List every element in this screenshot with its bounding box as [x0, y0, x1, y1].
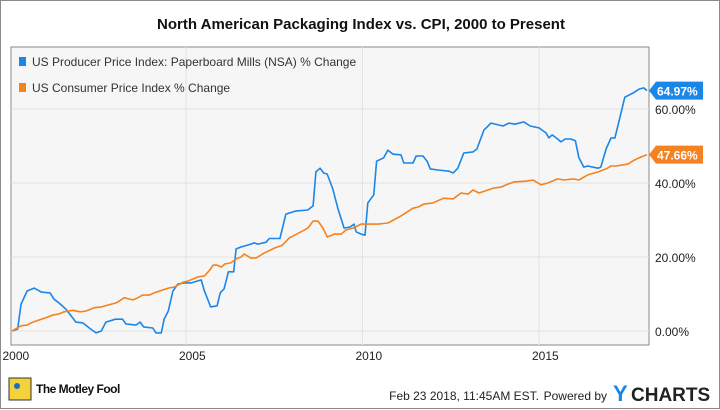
legend-swatch-ppi	[19, 57, 26, 66]
x-axis-ticks: 2000 2005 2010 2015	[3, 349, 560, 363]
legend-label-ppi: US Producer Price Index: Paperboard Mill…	[32, 55, 356, 69]
x-tick-label: 2005	[179, 349, 206, 363]
jester-eye-icon	[14, 383, 20, 389]
x-tick-label: 2000	[3, 349, 30, 363]
legend-swatch-cpi	[19, 83, 26, 92]
legend-label-cpi: US Consumer Price Index % Change	[32, 81, 230, 95]
jester-icon	[8, 377, 32, 401]
y-tick-label: 20.00%	[655, 251, 696, 265]
ycharts-logo[interactable]: CHARTS	[631, 385, 710, 406]
y-tick-label: 60.00%	[655, 103, 696, 117]
series-lines	[11, 87, 648, 334]
end-flag-cpi	[649, 145, 703, 164]
brand-name: The Motley Fool	[36, 382, 120, 396]
end-value-label-cpi: 47.66%	[657, 149, 698, 163]
y-tick-label: 0.00%	[655, 325, 689, 339]
x-tick-label: 2015	[532, 349, 559, 363]
powered-by: Powered by	[544, 389, 607, 403]
motley-fool-logo: The Motley Fool	[8, 377, 120, 401]
legend: US Producer Price Index: Paperboard Mill…	[19, 55, 356, 95]
end-flag-ppi	[649, 81, 703, 100]
y-tick-label: 40.00%	[655, 177, 696, 191]
ycharts-logo-y: Y	[613, 381, 628, 406]
series-line-cpi	[11, 153, 648, 332]
plot-area	[10, 46, 650, 346]
x-tick-label: 2010	[356, 349, 383, 363]
end-value-label-ppi: 64.97%	[657, 85, 698, 99]
gridlines	[11, 47, 649, 345]
y-axis-ticks: 0.00% 20.00% 40.00% 60.00%	[655, 103, 696, 339]
end-value-flags: 64.97% 47.66%	[649, 81, 703, 164]
timestamp: Feb 23 2018, 11:45AM EST.	[389, 389, 539, 403]
chart-title: North American Packaging Index vs. CPI, …	[157, 16, 565, 33]
series-line-ppi	[11, 87, 648, 334]
